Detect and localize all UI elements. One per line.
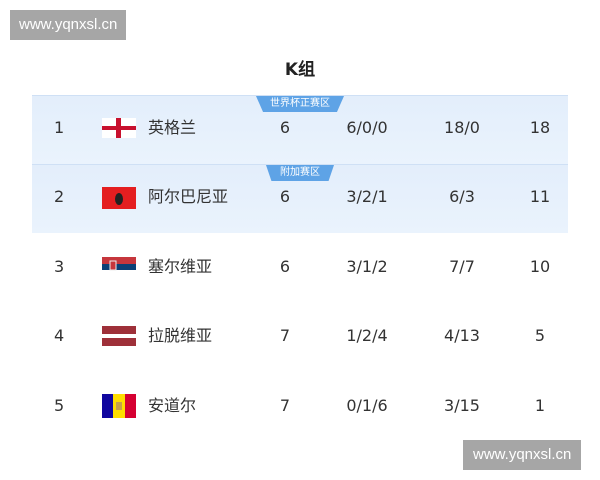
team-name: 阿尔巴尼亚	[148, 187, 229, 206]
played: 7	[279, 396, 291, 415]
watermark-bottom: www.yqnxsl.cn	[463, 440, 582, 470]
team-name: 英格兰	[148, 118, 197, 137]
table-row[interactable]: 1 英格兰 6 6/0/0 18/0 18	[32, 93, 568, 163]
points: 18	[529, 118, 551, 137]
goals: 7/7	[449, 257, 475, 276]
team-name: 塞尔维亚	[148, 257, 213, 276]
table-row[interactable]: 3 塞尔维亚 6 3/1/2 7/7 10	[32, 232, 568, 302]
latvia-flag-icon	[102, 326, 136, 346]
rank: 2	[54, 187, 65, 206]
table-row[interactable]: 4 拉脱维亚 7 1/2/4 4/13 5	[32, 301, 568, 371]
win-draw-loss: 1/2/4	[346, 326, 388, 345]
rank: 3	[54, 257, 65, 276]
points: 5	[534, 326, 546, 345]
table-row[interactable]: 2 阿尔巴尼亚 6 3/2/1 6/3 11	[32, 162, 568, 232]
albania-flag-icon	[102, 187, 136, 209]
serbia-flag-icon	[102, 257, 136, 277]
team-name: 安道尔	[148, 396, 197, 415]
england-flag-icon	[102, 118, 136, 138]
points: 10	[529, 257, 551, 276]
team-name: 拉脱维亚	[148, 326, 213, 345]
goals: 3/15	[444, 396, 480, 415]
group-title: K组	[284, 60, 316, 80]
table-row[interactable]: 5 安道尔 7 0/1/6 3/15 1	[32, 371, 568, 441]
played: 6	[279, 118, 291, 137]
played: 6	[279, 187, 291, 206]
rank: 5	[54, 396, 65, 415]
played: 6	[279, 257, 291, 276]
playoff-zone-tag: 附加赛区	[266, 165, 334, 181]
watermark-top: www.yqnxsl.cn	[10, 10, 127, 40]
goals: 18/0	[444, 118, 480, 137]
rank: 4	[54, 326, 65, 345]
goals: 6/3	[449, 187, 475, 206]
points: 1	[534, 396, 546, 415]
win-draw-loss: 0/1/6	[346, 396, 388, 415]
andorra-flag-icon	[102, 394, 136, 418]
rank: 1	[54, 118, 65, 137]
points: 11	[529, 187, 551, 206]
world-cup-zone-tag: 世界杯正赛区	[256, 96, 344, 112]
win-draw-loss: 6/0/0	[346, 118, 388, 137]
win-draw-loss: 3/1/2	[346, 257, 388, 276]
win-draw-loss: 3/2/1	[346, 187, 388, 206]
goals: 4/13	[444, 326, 480, 345]
played: 7	[279, 326, 291, 345]
